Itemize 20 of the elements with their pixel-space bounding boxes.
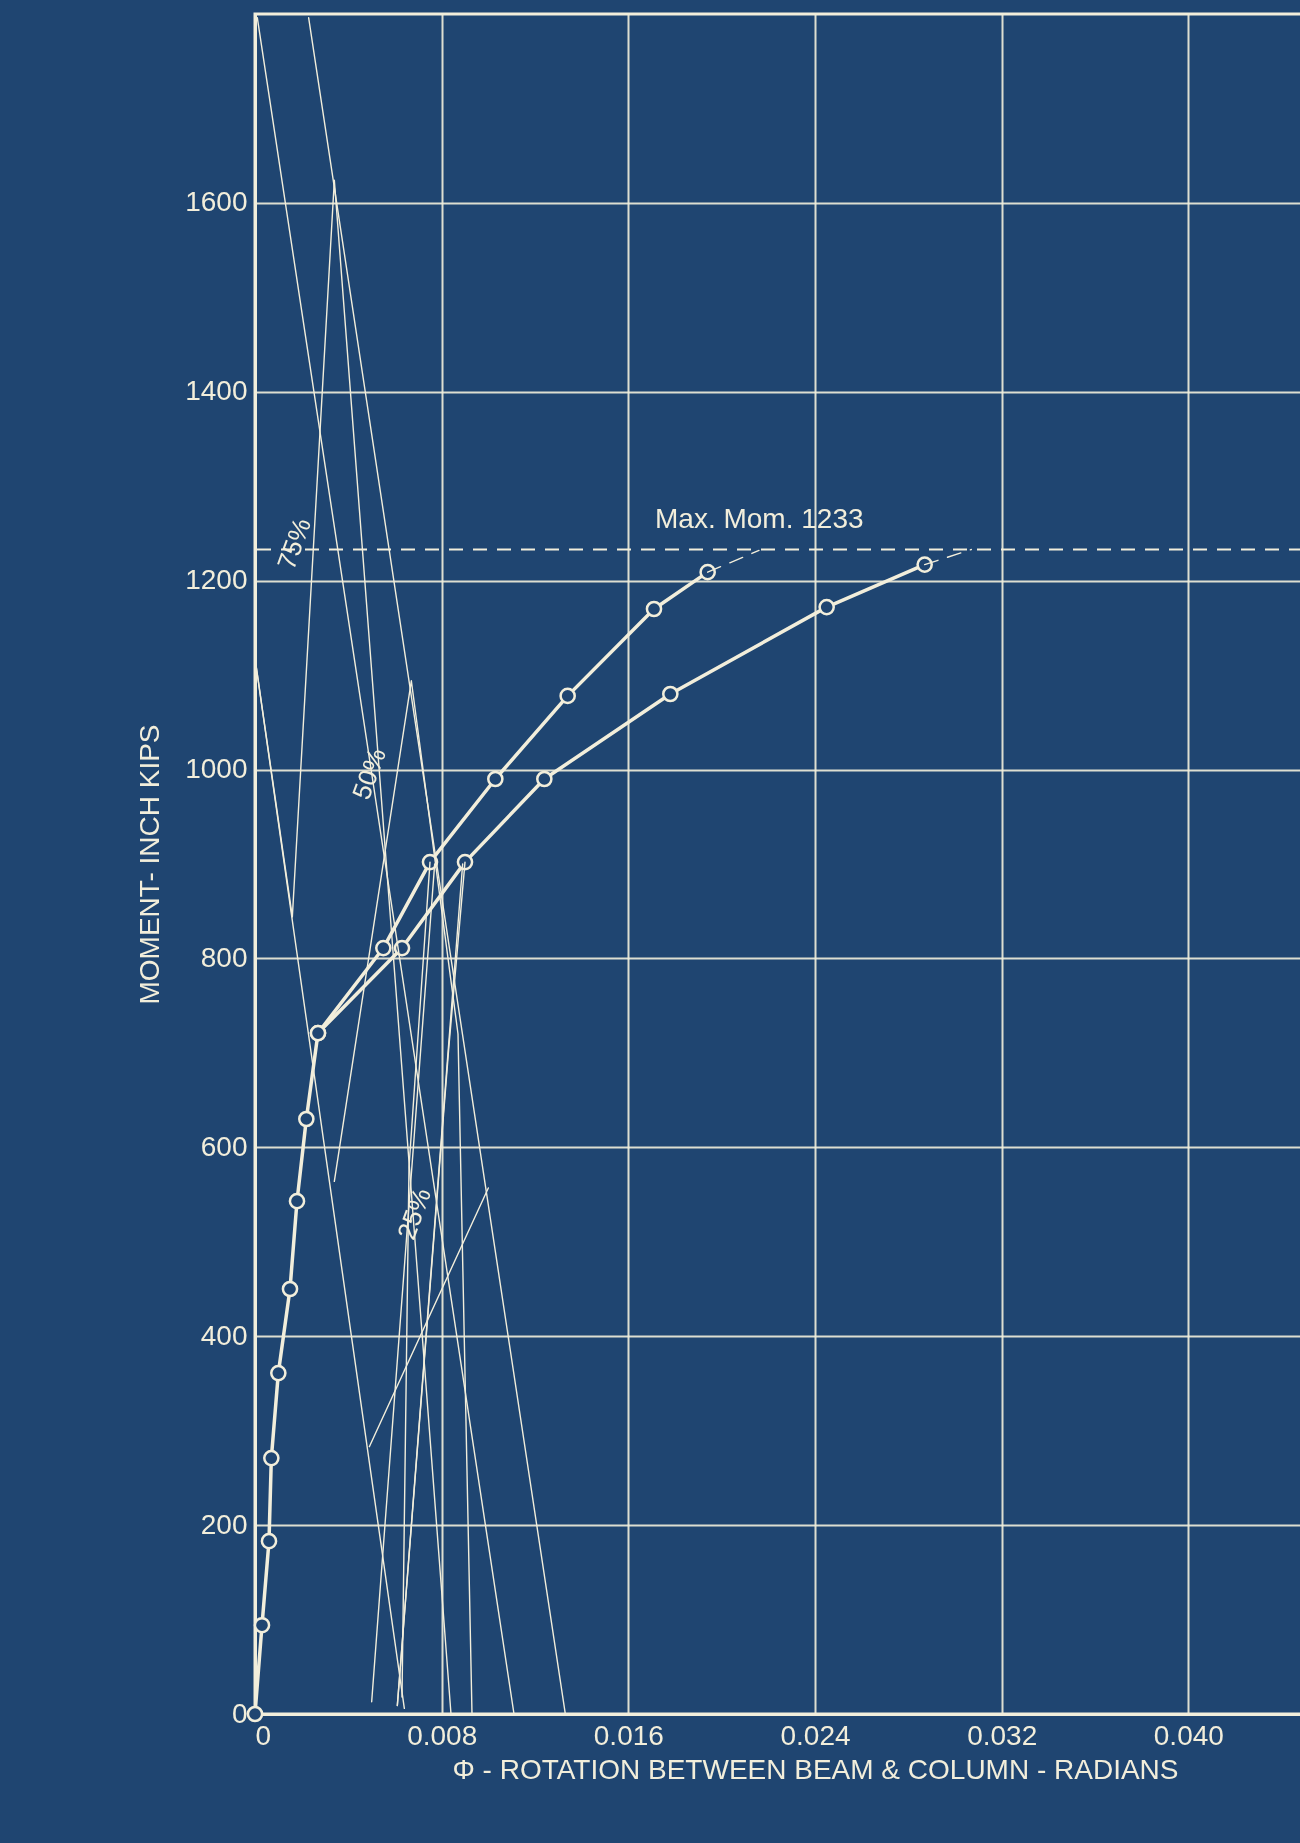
y-tick-label: 1600: [185, 186, 248, 218]
x-tick-label: 0.024: [780, 1719, 851, 1751]
x-tick-label: 0.040: [1153, 1719, 1224, 1751]
y-tick-label: 600: [200, 1130, 248, 1162]
y-tick-label: 800: [200, 941, 248, 973]
annotation: 50%: [346, 744, 393, 804]
x-tick-label: 0.032: [967, 1719, 1038, 1751]
y-tick-label: 400: [200, 1319, 248, 1351]
x-tick-label: 0.008: [407, 1719, 478, 1751]
y-tick-label: 0: [231, 1697, 248, 1729]
y-tick-label: 200: [200, 1508, 248, 1540]
y-axis-title: MOMENT- INCH KIPS: [134, 724, 166, 1005]
x-axis-title: Φ - ROTATION BETWEEN BEAM & COLUMN - RADIANS: [452, 1753, 1179, 1785]
y-tick-label: 1000: [185, 753, 248, 785]
annotation: 25%: [391, 1184, 438, 1244]
y-tick-label: 1200: [185, 564, 248, 596]
annotation: 75%: [271, 514, 318, 574]
x-tick-label: 0.016: [593, 1719, 664, 1751]
x-tick-label: 0: [255, 1719, 272, 1751]
y-tick-label: 1400: [185, 375, 248, 407]
